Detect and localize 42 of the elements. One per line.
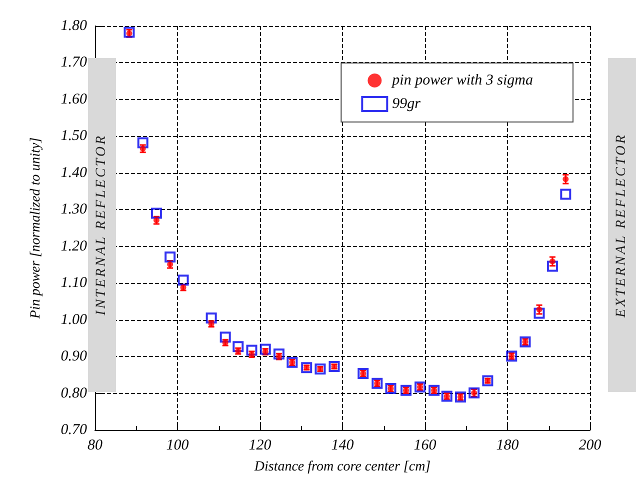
x-tick-label: 80 <box>88 438 103 454</box>
point <box>549 258 556 264</box>
point <box>273 348 284 360</box>
y-tick-label: 1.00 <box>60 312 88 328</box>
point <box>137 137 148 148</box>
y-axis-title: Pin power [normalized to unity] <box>28 137 44 320</box>
point <box>534 308 545 319</box>
annotation: INTERNAL REFLECTOR <box>94 134 110 316</box>
y-tick-label: 1.80 <box>60 18 88 34</box>
x-tick-label: 180 <box>496 438 520 454</box>
y-tick-label: 1.30 <box>60 202 88 218</box>
point <box>232 341 244 352</box>
y-tick-label: 0.90 <box>60 348 88 365</box>
y-tick-label: 1.40 <box>60 164 88 181</box>
x-tick-label: 100 <box>166 438 190 454</box>
y-tick-label: 1.60 <box>60 91 88 108</box>
point <box>536 306 542 313</box>
point <box>260 344 271 355</box>
point <box>560 188 572 200</box>
point <box>206 312 217 324</box>
x-axis-title: Distance from core center [cm] <box>253 460 431 474</box>
y-tick-label: 1.50 <box>60 128 88 144</box>
y-tick-label: 1.10 <box>60 275 88 292</box>
y-tick-label: 1.20 <box>60 238 88 254</box>
text: EXTERNAL REFLECTOR <box>614 132 630 318</box>
y-tick-label: 0.70 <box>60 422 88 438</box>
point <box>482 375 494 386</box>
x-tick-label: 120 <box>248 438 272 454</box>
x-tick-label: 140 <box>331 438 354 454</box>
point <box>246 344 258 356</box>
point <box>314 364 326 375</box>
x-tick-label: 200 <box>578 438 602 454</box>
y-tick-label: 0.80 <box>60 385 88 402</box>
legend-label: 99gr <box>392 96 421 112</box>
x-tick-label: 160 <box>414 438 437 454</box>
point <box>562 176 569 182</box>
y-tick-label: 1.70 <box>60 54 88 71</box>
point <box>328 360 340 372</box>
point <box>546 260 558 272</box>
legend-label: pin power with 3 sigma <box>391 72 534 88</box>
point <box>220 332 231 343</box>
point <box>301 362 312 374</box>
